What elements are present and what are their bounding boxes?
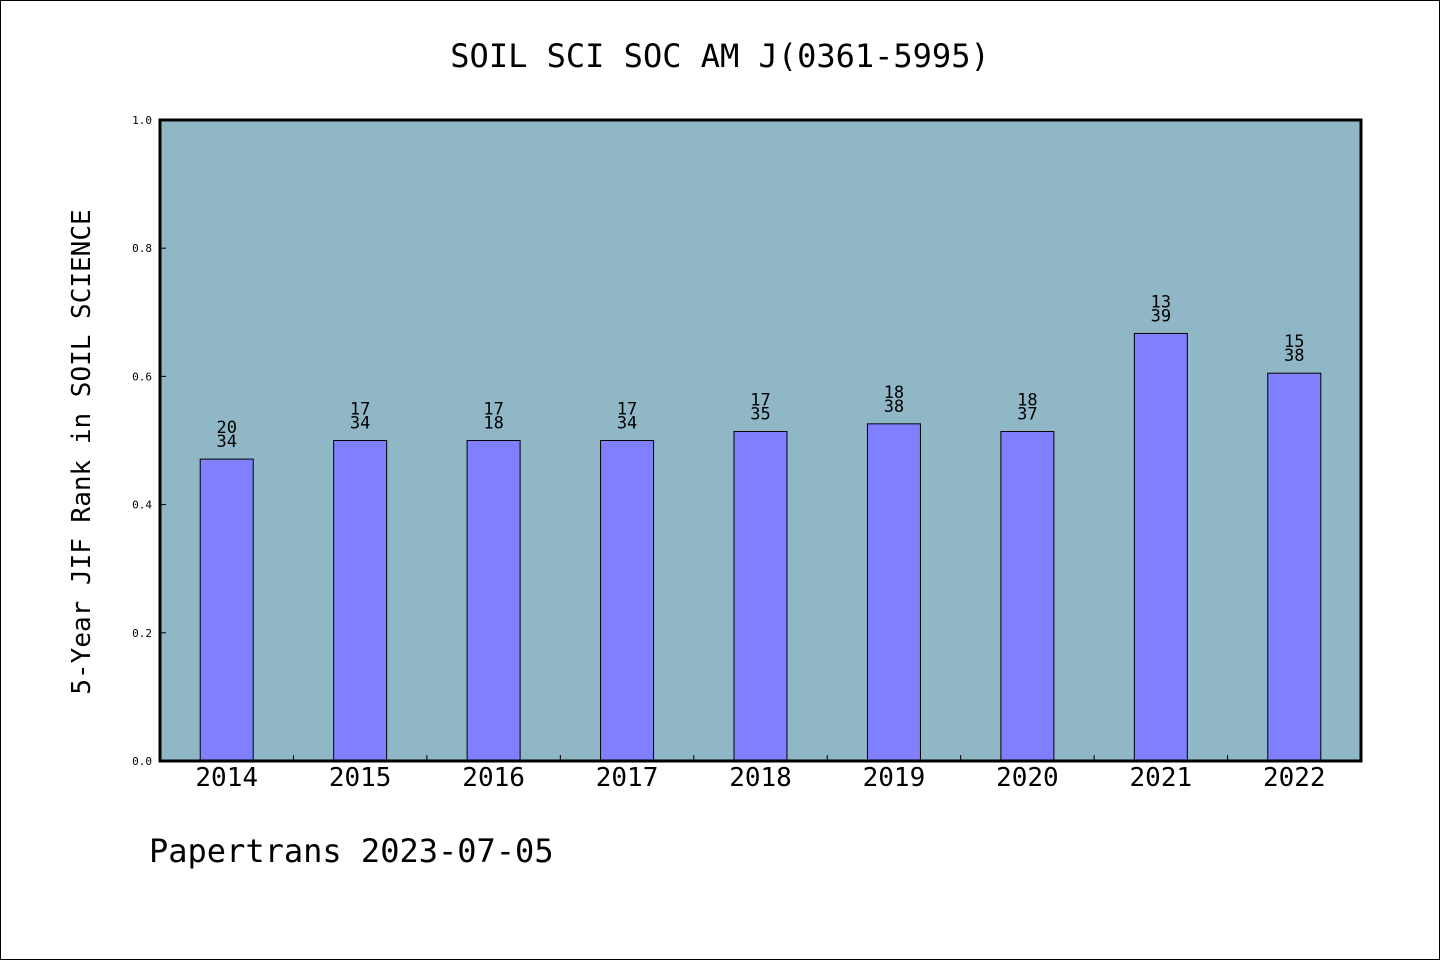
bar-2014 (199, 458, 254, 762)
footer-text: Papertrans 2023-07-05 (149, 832, 554, 870)
x-tick-label: 2015 (329, 763, 392, 793)
bar-label-bottom: 39 (1151, 306, 1171, 326)
x-tick-label: 2022 (1263, 763, 1326, 793)
bar-2019 (866, 423, 921, 762)
bar-label-bottom: 18 (483, 414, 503, 434)
bar-label-bottom: 34 (216, 432, 236, 452)
plot-border (158, 118, 1363, 763)
bar-label-top: 17 (617, 400, 637, 420)
bar-label-bottom: 38 (884, 397, 904, 417)
bar-label-bottom: 34 (350, 414, 370, 434)
bar-2016 (466, 440, 521, 762)
bar-label-bottom: 35 (750, 405, 770, 425)
bar-2017 (600, 440, 655, 762)
bar-2018 (733, 431, 788, 762)
bar-label-bottom: 38 (1284, 346, 1304, 366)
bar-2021 (1133, 332, 1188, 762)
x-tick-label: 2021 (1130, 763, 1193, 793)
x-tick-label: 2019 (863, 763, 926, 793)
bar-label-top: 18 (1017, 391, 1037, 411)
bar-label-top: 15 (1284, 332, 1304, 352)
chart-title: SOIL SCI SOC AM J(0361-5995) (450, 37, 989, 75)
bar-label-bottom: 34 (617, 414, 637, 434)
bar-2020 (1000, 431, 1055, 762)
y-tick-label: 0.4 (132, 499, 152, 512)
bar-2022 (1267, 372, 1322, 762)
y-axis-label: 5-Year JIF Rank in SOIL SCIENCE (67, 209, 97, 694)
bar-2015 (333, 440, 388, 762)
y-tick-label: 0.0 (132, 755, 152, 768)
bar-label-top: 17 (350, 400, 370, 420)
y-tick-label: 1.0 (132, 114, 152, 127)
bar-label-top: 17 (483, 400, 503, 420)
bar-label-top: 20 (216, 418, 236, 438)
x-tick-label: 2014 (195, 763, 258, 793)
x-tick-label: 2020 (996, 763, 1059, 793)
bar-label-top: 13 (1151, 292, 1171, 312)
bar-label-top: 18 (884, 383, 904, 403)
x-tick-label: 2016 (462, 763, 525, 793)
bar-label-bottom: 37 (1017, 405, 1037, 425)
x-tick-label: 2017 (596, 763, 659, 793)
x-tick-label: 2018 (729, 763, 792, 793)
x-axis-ticks: 2014 2015 2016 2017 2018 2019 2020 2021 2022 (195, 755, 1326, 793)
y-tick-label: 0.8 (132, 242, 152, 255)
bar-label-top: 17 (750, 391, 770, 411)
y-tick-label: 0.6 (132, 370, 152, 383)
y-tick-label: 0.2 (132, 627, 152, 640)
